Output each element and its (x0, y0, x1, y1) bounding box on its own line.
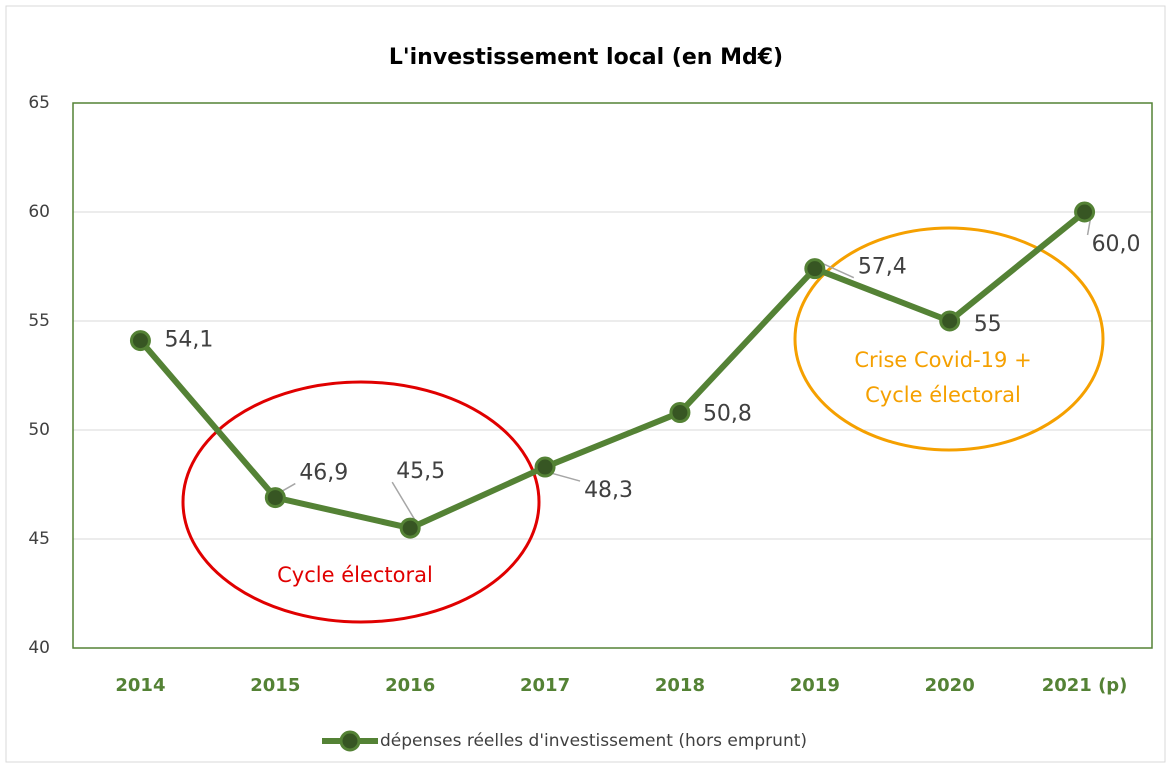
y-tick-label: 55 (28, 311, 50, 331)
x-tick-label: 2015 (250, 675, 300, 696)
y-tick-label: 65 (28, 93, 50, 113)
leader-line (550, 472, 581, 482)
data-point (1074, 201, 1096, 223)
annotation: Crise Covid-19 + (854, 348, 1031, 372)
data-point (129, 330, 151, 352)
y-tick-label: 45 (28, 529, 50, 549)
annotation-ellipse (181, 380, 541, 624)
data-point (264, 487, 286, 509)
x-tick-label: 2021 (p) (1042, 675, 1128, 696)
x-tick-label: 2019 (790, 675, 840, 696)
x-tick-label: 2020 (925, 675, 975, 696)
y-tick-label: 60 (28, 202, 50, 222)
x-tick-label: 2018 (655, 675, 705, 696)
data-label: 48,3 (584, 478, 633, 503)
chart-border (5, 5, 1166, 763)
data-label: 50,8 (703, 402, 752, 427)
y-tick-label: 50 (28, 420, 50, 440)
leader-line (280, 482, 296, 493)
data-point (399, 517, 421, 539)
data-point (669, 402, 691, 424)
data-line (138, 209, 1087, 532)
chart-title: L'investissement local (en Md€) (389, 45, 783, 70)
y-tick-label: 40 (28, 638, 50, 658)
data-label: 46,9 (299, 461, 348, 486)
data-label: 57,4 (858, 255, 907, 280)
data-label: 45,5 (396, 459, 445, 484)
plot-border (72, 102, 1153, 649)
data-point (534, 456, 556, 478)
annotation: Cycle électoral (277, 563, 433, 587)
data-label: 54,1 (164, 328, 213, 353)
annotation: Cycle électoral (865, 383, 1021, 407)
leader-line (820, 261, 855, 279)
annotation-ellipse (793, 226, 1105, 452)
x-tick-label: 2014 (115, 675, 165, 696)
data-point (804, 258, 826, 280)
legend-marker (339, 730, 361, 752)
data-point (939, 310, 961, 332)
data-label: 55 (974, 312, 1002, 337)
data-label: 60,0 (1092, 232, 1141, 257)
x-tick-label: 2017 (520, 675, 570, 696)
x-tick-label: 2016 (385, 675, 435, 696)
legend-label: dépenses réelles d'investissement (hors … (380, 731, 807, 751)
leader-line (391, 481, 417, 523)
